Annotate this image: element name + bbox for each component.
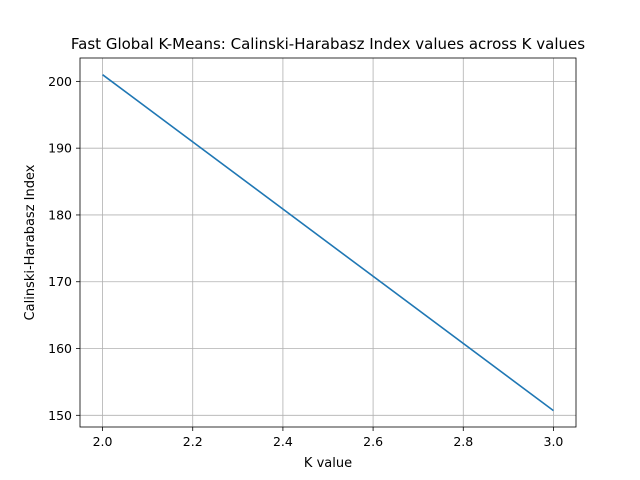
x-tick-label: 2.0 — [93, 434, 113, 449]
x-tick-label: 2.8 — [453, 434, 473, 449]
y-tick-label: 160 — [48, 341, 72, 356]
x-axis-label: K value — [304, 456, 352, 471]
x-tick-label: 2.4 — [273, 434, 293, 449]
ticks: 2.0 2.2 2.4 2.6 2.8 3.0 150 160 170 180 190 200 — [48, 74, 563, 449]
x-tick-label: 3.0 — [544, 434, 564, 449]
y-tick-label: 170 — [48, 274, 72, 289]
y-tick-label: 190 — [48, 141, 72, 156]
y-axis-label: Calinski-Harabasz Index — [23, 164, 38, 320]
chart-title: Fast Global K-Means: Calinski-Harabasz I… — [71, 35, 585, 53]
grid — [80, 58, 576, 427]
series-line — [102, 74, 554, 412]
y-tick-label: 150 — [48, 408, 72, 423]
x-tick-label: 2.2 — [183, 434, 203, 449]
y-tick-label: 200 — [48, 74, 72, 89]
plot-frame — [79, 57, 577, 428]
x-tick-label: 2.6 — [363, 434, 383, 449]
y-tick-label: 180 — [48, 207, 72, 222]
series-layer — [102, 74, 554, 412]
